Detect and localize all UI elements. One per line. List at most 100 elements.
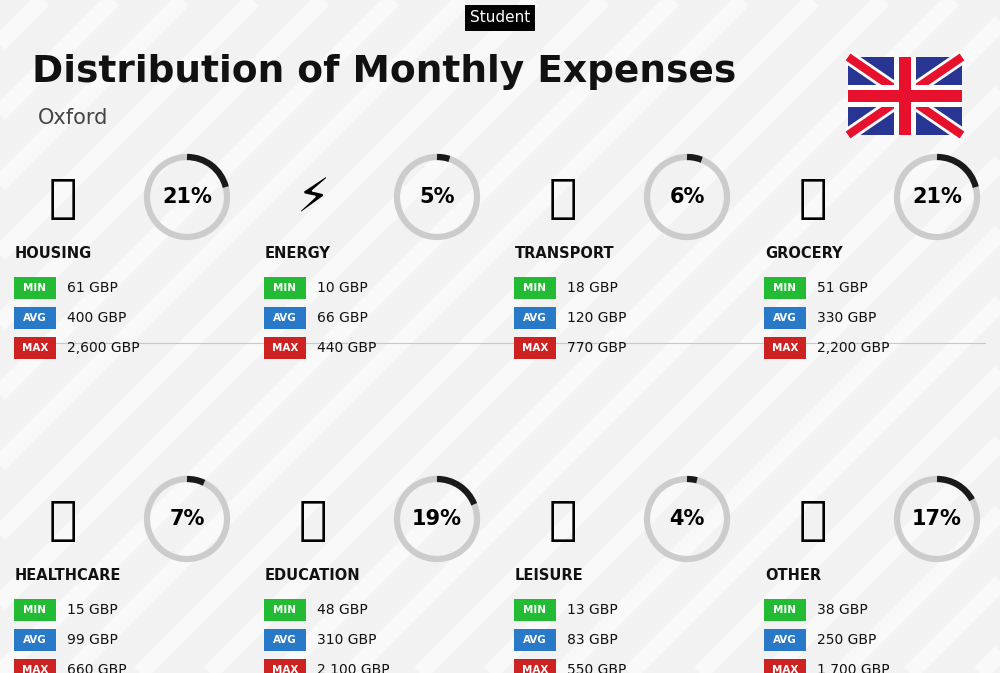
FancyBboxPatch shape [764,308,806,328]
Text: 🏗️: 🏗️ [49,178,77,223]
Text: AVG: AVG [23,635,47,645]
FancyBboxPatch shape [764,629,806,651]
FancyBboxPatch shape [514,308,556,328]
Text: 2,100 GBP: 2,100 GBP [317,663,390,673]
Text: 250 GBP: 250 GBP [817,633,876,647]
FancyBboxPatch shape [764,337,806,359]
Text: MAX: MAX [522,665,548,673]
FancyBboxPatch shape [264,599,306,621]
Text: MAX: MAX [22,665,48,673]
Text: MIN: MIN [24,605,46,615]
Text: MAX: MAX [272,665,298,673]
Text: 48 GBP: 48 GBP [317,603,368,617]
Text: MAX: MAX [772,665,798,673]
Text: MIN: MIN [774,283,796,293]
Text: 660 GBP: 660 GBP [67,663,127,673]
FancyBboxPatch shape [514,277,556,299]
Text: MAX: MAX [522,343,548,353]
Text: 4%: 4% [669,509,705,529]
Text: AVG: AVG [273,313,297,323]
Text: AVG: AVG [523,313,547,323]
Text: 51 GBP: 51 GBP [817,281,868,295]
FancyBboxPatch shape [264,277,306,299]
Text: ENERGY: ENERGY [265,246,331,262]
Text: 💚: 💚 [49,499,77,544]
FancyBboxPatch shape [514,599,556,621]
FancyBboxPatch shape [14,277,56,299]
Text: LEISURE: LEISURE [515,569,584,583]
Text: MIN: MIN [274,283,296,293]
Text: 17%: 17% [912,509,962,529]
Text: MIN: MIN [524,283,546,293]
Text: HEALTHCARE: HEALTHCARE [15,569,121,583]
Text: ⚡: ⚡ [296,178,330,223]
FancyBboxPatch shape [514,629,556,651]
FancyBboxPatch shape [764,277,806,299]
Text: 13 GBP: 13 GBP [567,603,618,617]
Text: 18 GBP: 18 GBP [567,281,618,295]
Text: 21%: 21% [912,187,962,207]
Text: 7%: 7% [169,509,205,529]
Text: 🎓: 🎓 [299,499,327,544]
Text: 21%: 21% [162,187,212,207]
FancyBboxPatch shape [264,629,306,651]
Text: MIN: MIN [24,283,46,293]
Text: OTHER: OTHER [765,569,821,583]
Text: MAX: MAX [272,343,298,353]
FancyBboxPatch shape [14,660,56,673]
Text: MAX: MAX [22,343,48,353]
Text: MIN: MIN [524,605,546,615]
Text: Oxford: Oxford [38,108,108,128]
Text: MIN: MIN [274,605,296,615]
FancyBboxPatch shape [764,660,806,673]
Text: 🛍: 🛍 [549,499,577,544]
Text: 550 GBP: 550 GBP [567,663,626,673]
Text: AVG: AVG [23,313,47,323]
Text: 💰: 💰 [799,499,827,544]
FancyBboxPatch shape [514,660,556,673]
Text: HOUSING: HOUSING [15,246,92,262]
Bar [848,85,962,107]
Bar [848,90,962,102]
Text: EDUCATION: EDUCATION [265,569,361,583]
Text: 19%: 19% [412,509,462,529]
Text: 61 GBP: 61 GBP [67,281,118,295]
Text: 440 GBP: 440 GBP [317,341,376,355]
Text: AVG: AVG [273,635,297,645]
Text: 120 GBP: 120 GBP [567,311,626,325]
Text: 770 GBP: 770 GBP [567,341,626,355]
FancyBboxPatch shape [14,337,56,359]
Text: MIN: MIN [774,605,796,615]
Text: Student: Student [470,11,530,26]
Text: 2,200 GBP: 2,200 GBP [817,341,889,355]
Text: 99 GBP: 99 GBP [67,633,118,647]
Text: 🚌: 🚌 [549,178,577,223]
Text: MAX: MAX [772,343,798,353]
Text: 2,600 GBP: 2,600 GBP [67,341,140,355]
Text: 310 GBP: 310 GBP [317,633,376,647]
Text: 🛒: 🛒 [799,178,827,223]
Text: 10 GBP: 10 GBP [317,281,368,295]
Bar [899,57,911,135]
Text: 66 GBP: 66 GBP [317,311,368,325]
Text: AVG: AVG [773,635,797,645]
FancyBboxPatch shape [264,337,306,359]
Text: 6%: 6% [669,187,705,207]
FancyBboxPatch shape [14,308,56,328]
Text: 1,700 GBP: 1,700 GBP [817,663,890,673]
FancyBboxPatch shape [764,599,806,621]
FancyBboxPatch shape [264,660,306,673]
FancyBboxPatch shape [514,337,556,359]
Bar [848,57,962,135]
Text: TRANSPORT: TRANSPORT [515,246,615,262]
Text: 330 GBP: 330 GBP [817,311,876,325]
FancyBboxPatch shape [14,629,56,651]
Text: Distribution of Monthly Expenses: Distribution of Monthly Expenses [32,54,736,90]
Text: 38 GBP: 38 GBP [817,603,868,617]
FancyBboxPatch shape [264,308,306,328]
Text: AVG: AVG [523,635,547,645]
Text: 15 GBP: 15 GBP [67,603,118,617]
FancyBboxPatch shape [14,599,56,621]
Text: 5%: 5% [419,187,455,207]
Text: 83 GBP: 83 GBP [567,633,618,647]
